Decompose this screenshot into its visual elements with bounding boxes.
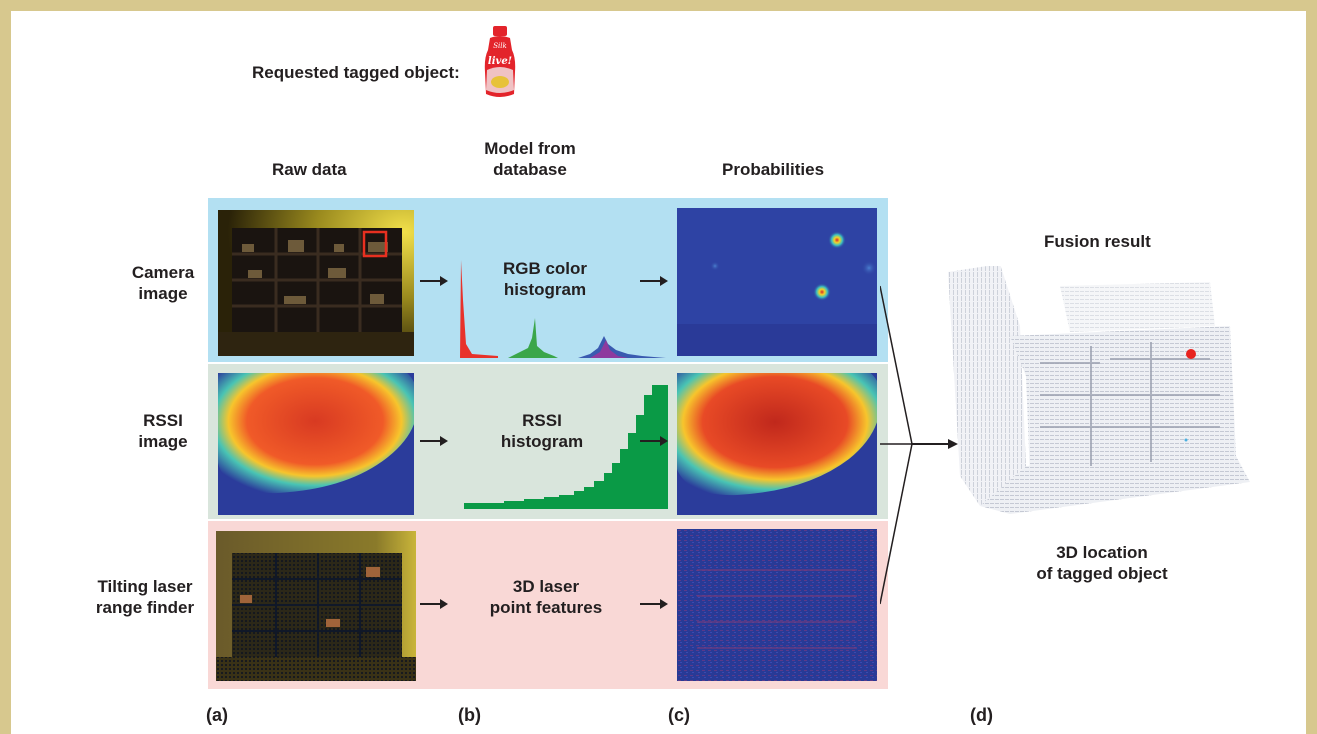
row-label-laser-line2: range finder [95, 598, 195, 617]
row-label-camera-line1: Camera [131, 263, 195, 282]
model-rgb-line2: histogram [503, 280, 587, 299]
fusion-location-line1: 3D location [1056, 543, 1148, 562]
model-laser-line2: point features [489, 598, 603, 617]
panel-label-c: (c) [668, 705, 690, 725]
row-label-camera-line2: image [138, 284, 188, 303]
model-rssi-line2: histogram [500, 432, 584, 451]
row-label-rssi-line2: image [138, 432, 188, 451]
fusion-connector [880, 285, 958, 605]
model-rssi-label: RSSI histogram [492, 410, 592, 452]
model-laser-line1: 3D laser [512, 577, 580, 596]
svg-text:live!: live! [488, 56, 512, 67]
fusion-title: Fusion result [1044, 232, 1151, 251]
silk-bottle-icon: Silk live! [484, 26, 516, 97]
laser-probability-map [677, 529, 877, 681]
col-heading-model: Model from database [470, 138, 590, 180]
model-rssi-line1: RSSI [522, 411, 562, 430]
arrow-laser-raw-to-model [420, 599, 448, 609]
panel-label-a: (a) [206, 705, 228, 725]
arrow-camera-model-to-prob [640, 276, 668, 286]
fusion-location-label: 3D location of tagged object [1022, 542, 1182, 584]
row-label-rssi: RSSI image [118, 410, 208, 452]
arrow-laser-model-to-prob [640, 599, 668, 609]
rssi-histogram [464, 385, 668, 509]
row-label-camera: Camera image [118, 262, 208, 304]
row-label-laser-line1: Tilting laser [97, 577, 193, 596]
rssi-probability-map [677, 373, 877, 515]
arrow-rssi-raw-to-model [420, 436, 448, 446]
fusion-location-line2: of tagged object [1036, 564, 1168, 583]
col-heading-raw: Raw data [272, 160, 347, 179]
col-heading-model-line1: Model from [484, 139, 576, 158]
row-label-rssi-line1: RSSI [143, 411, 183, 430]
laser-raw-image [216, 531, 416, 681]
svg-text:Silk: Silk [493, 42, 507, 50]
model-rgb-line1: RGB color [502, 259, 588, 278]
fusion-point-cloud [940, 266, 1260, 522]
rgb-histogram [458, 240, 666, 358]
col-heading-prob: Probabilities [722, 160, 825, 179]
model-laser-label: 3D laser point features [476, 576, 616, 618]
panel-label-d: (d) [970, 705, 993, 725]
arrow-rssi-model-to-prob [640, 436, 668, 446]
camera-probability-map [677, 208, 877, 356]
camera-raw-image [218, 210, 414, 356]
arrow-camera-raw-to-model [420, 276, 448, 286]
requested-object-label: Requested tagged object: [252, 63, 460, 82]
rssi-raw-image [218, 373, 414, 515]
panel-label-b: (b) [458, 705, 481, 725]
model-rgb-label: RGB color histogram [486, 258, 604, 300]
col-heading-model-line2: database [493, 160, 567, 179]
row-label-laser: Tilting laser range finder [80, 576, 210, 618]
